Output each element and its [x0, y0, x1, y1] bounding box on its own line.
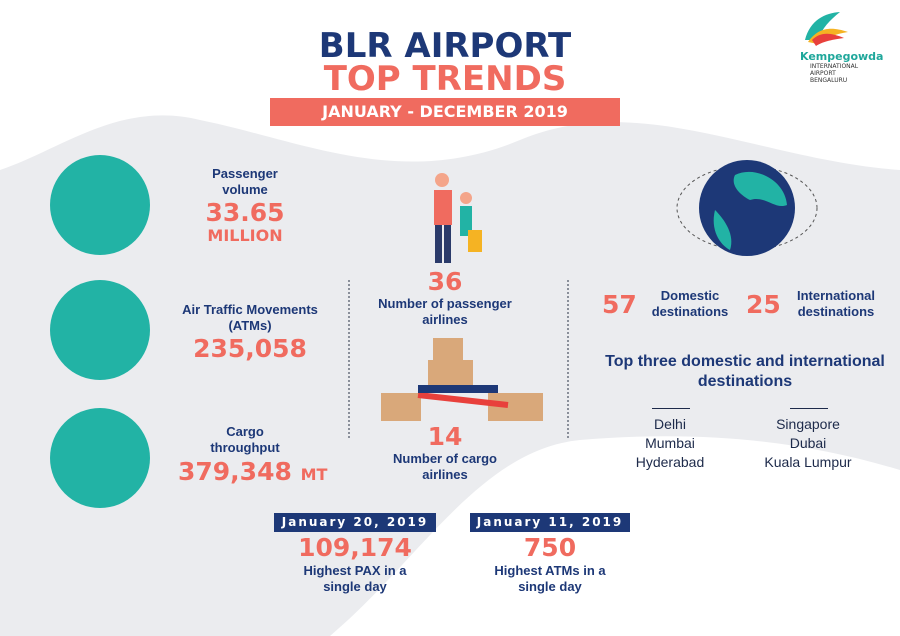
cargo-value: 379,348 — [178, 457, 292, 486]
list-item: Dubai — [789, 435, 827, 451]
passenger-airlines-value: 36 — [427, 267, 463, 296]
highest-pax-label: Highest PAX in a single day — [303, 563, 407, 594]
highest-atm-label: Highest ATMs in a single day — [494, 563, 606, 594]
passenger-label: Passenger volume — [212, 166, 278, 197]
passenger-illustration — [50, 155, 150, 255]
cargo-unit: MT — [300, 465, 328, 484]
atm-runway-illustration — [50, 280, 150, 380]
international-list-rule — [790, 408, 828, 409]
list-item: Hyderabad — [635, 454, 705, 470]
atm-value: 235,058 — [193, 334, 307, 363]
passenger-value: 33.65 — [205, 198, 285, 227]
globe-illustration — [676, 160, 818, 256]
divider-right — [567, 280, 569, 438]
cargo-airlines-value: 14 — [427, 422, 463, 451]
logo-name: Kempegowda — [800, 50, 884, 63]
domestic-destinations-label: Domestic destinations — [651, 288, 729, 319]
cargo-illustration — [50, 408, 150, 508]
domestic-destinations-value: 57 — [602, 290, 637, 319]
title-line2: TOP TRENDS — [323, 59, 567, 99]
highest-pax-date: January 20, 2019 — [274, 513, 436, 532]
top-three-title: Top three domestic and international des… — [605, 353, 885, 390]
divider-left — [348, 280, 350, 438]
list-item: Delhi — [654, 416, 686, 432]
logo-subtitle: INTERNATIONAL AIRPORT BENGALURU — [810, 63, 859, 84]
family-travel-illustration — [434, 173, 482, 263]
period-banner: JANUARY - DECEMBER 2019 — [270, 98, 620, 126]
list-item: Kuala Lumpur — [764, 454, 852, 470]
cargo-label: Cargo throughput — [210, 424, 280, 455]
international-destinations-value: 25 — [746, 290, 781, 319]
list-item: Singapore — [776, 416, 840, 432]
cargo-boxes-illustration — [381, 338, 543, 421]
kempegowda-logo: Kempegowda INTERNATIONAL AIRPORT BENGALU… — [800, 10, 895, 84]
highest-atm-date: January 11, 2019 — [470, 513, 630, 532]
passenger-unit: MILLION — [207, 226, 283, 245]
list-item: Mumbai — [645, 435, 695, 451]
domestic-top-list: Delhi Mumbai Hyderabad — [610, 415, 730, 472]
atm-label: Air Traffic Movements (ATMs) — [182, 302, 318, 333]
passenger-airlines-label: Number of passenger airlines — [378, 296, 512, 327]
domestic-list-rule — [652, 408, 690, 409]
highest-atm-value: 750 — [523, 533, 577, 562]
cargo-airlines-label: Number of cargo airlines — [392, 451, 497, 482]
highest-pax-value: 109,174 — [298, 533, 412, 562]
international-top-list: Singapore Dubai Kuala Lumpur — [748, 415, 868, 472]
international-destinations-label: International destinations — [796, 288, 875, 319]
logo-mark-icon — [805, 12, 848, 46]
title-line1: BLR AIRPORT — [318, 26, 572, 66]
